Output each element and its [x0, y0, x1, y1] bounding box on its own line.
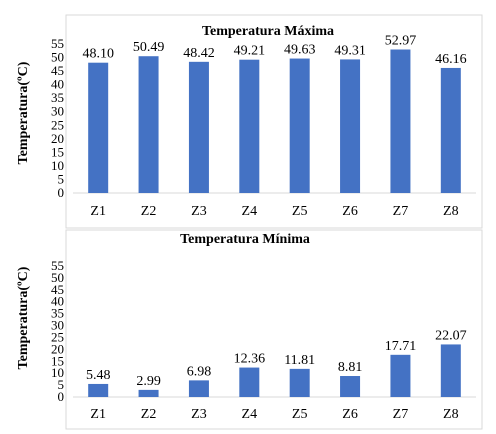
bar: [340, 59, 361, 193]
y-tick-label: 45: [51, 63, 64, 78]
bar: [138, 389, 159, 397]
bar: [289, 58, 310, 193]
data-label: 22.07: [435, 328, 467, 343]
y-tick-label: 30: [51, 104, 64, 119]
x-tick-label: Z5: [292, 407, 308, 422]
data-label: 17.71: [385, 339, 417, 354]
chart-title: Temperatura Mínima: [180, 232, 310, 247]
bar: [88, 383, 109, 397]
chart-frame: [65, 229, 483, 430]
chart-panel-min: Temperatura Mínima Temperatura(ºC) 05101…: [16, 229, 483, 430]
y-tick-label: 5: [58, 171, 65, 186]
y-tick-label: 50: [51, 50, 64, 65]
bar: [188, 380, 209, 397]
data-label: 5.48: [86, 368, 111, 383]
bar: [390, 49, 411, 194]
y-tick-label: 20: [51, 131, 64, 146]
bar: [289, 368, 310, 397]
y-tick-label: 45: [51, 282, 64, 297]
data-label: 48.42: [183, 46, 215, 61]
y-tick-label: 10: [51, 158, 64, 173]
y-tick-label: 0: [58, 389, 65, 404]
data-label: 46.16: [435, 52, 467, 67]
x-tick-label: Z2: [141, 407, 157, 422]
chart-panel-max: Temperatura Máxima Temperatura(ºC) 05101…: [16, 14, 483, 229]
bar: [340, 376, 361, 397]
data-label: 49.21: [234, 44, 266, 59]
bar: [239, 367, 260, 397]
x-tick-label: Z8: [443, 407, 459, 422]
data-label: 6.98: [187, 364, 212, 379]
y-tick-label: 55: [51, 258, 64, 273]
chart-frame: [65, 14, 483, 229]
y-tick-label: 50: [51, 270, 64, 285]
y-axis-label: Temperatura(ºC): [16, 266, 31, 369]
data-label: 11.81: [284, 353, 315, 368]
data-label: 8.81: [338, 360, 363, 375]
bar: [188, 61, 209, 193]
y-tick-label: 30: [51, 318, 64, 333]
y-tick-label: 40: [51, 77, 64, 92]
bar: [138, 56, 159, 193]
x-tick-label: Z7: [393, 407, 409, 422]
bar: [390, 354, 411, 397]
data-label: 49.31: [334, 43, 366, 58]
x-tick-label: Z3: [191, 204, 207, 219]
y-tick-label: 35: [51, 90, 64, 105]
bar: [440, 344, 461, 397]
x-tick-label: Z3: [191, 407, 207, 422]
data-label: 52.97: [385, 33, 417, 48]
chart-title: Temperatura Máxima: [202, 24, 334, 39]
data-label: 48.10: [82, 47, 114, 62]
y-tick-label: 40: [51, 294, 64, 309]
x-tick-label: Z7: [393, 204, 409, 219]
data-label: 12.36: [234, 352, 266, 367]
x-tick-label: Z1: [90, 407, 106, 422]
x-tick-label: Z4: [242, 204, 258, 219]
y-tick-label: 55: [51, 36, 64, 51]
bar: [440, 67, 461, 193]
y-tick-label: 15: [51, 144, 64, 159]
x-tick-label: Z1: [90, 204, 106, 219]
y-tick-label: 25: [51, 117, 64, 132]
y-tick-label: 20: [51, 341, 64, 356]
x-tick-label: Z6: [342, 407, 358, 422]
x-tick-label: Z4: [242, 407, 258, 422]
x-tick-label: Z8: [443, 204, 459, 219]
y-axis-label: Temperatura(ºC): [16, 61, 31, 164]
y-tick-label: 0: [58, 185, 65, 200]
data-label: 49.63: [284, 43, 316, 58]
x-tick-label: Z5: [292, 204, 308, 219]
y-tick-label: 25: [51, 329, 64, 344]
y-tick-label: 10: [51, 365, 64, 380]
bar: [88, 62, 109, 194]
x-tick-label: Z6: [342, 204, 358, 219]
bar: [239, 59, 260, 193]
data-label: 50.49: [133, 40, 165, 55]
y-tick-label: 15: [51, 353, 64, 368]
data-label: 2.99: [136, 374, 161, 389]
y-tick-label: 5: [58, 377, 65, 392]
x-tick-label: Z2: [141, 204, 157, 219]
y-tick-label: 35: [51, 306, 64, 321]
